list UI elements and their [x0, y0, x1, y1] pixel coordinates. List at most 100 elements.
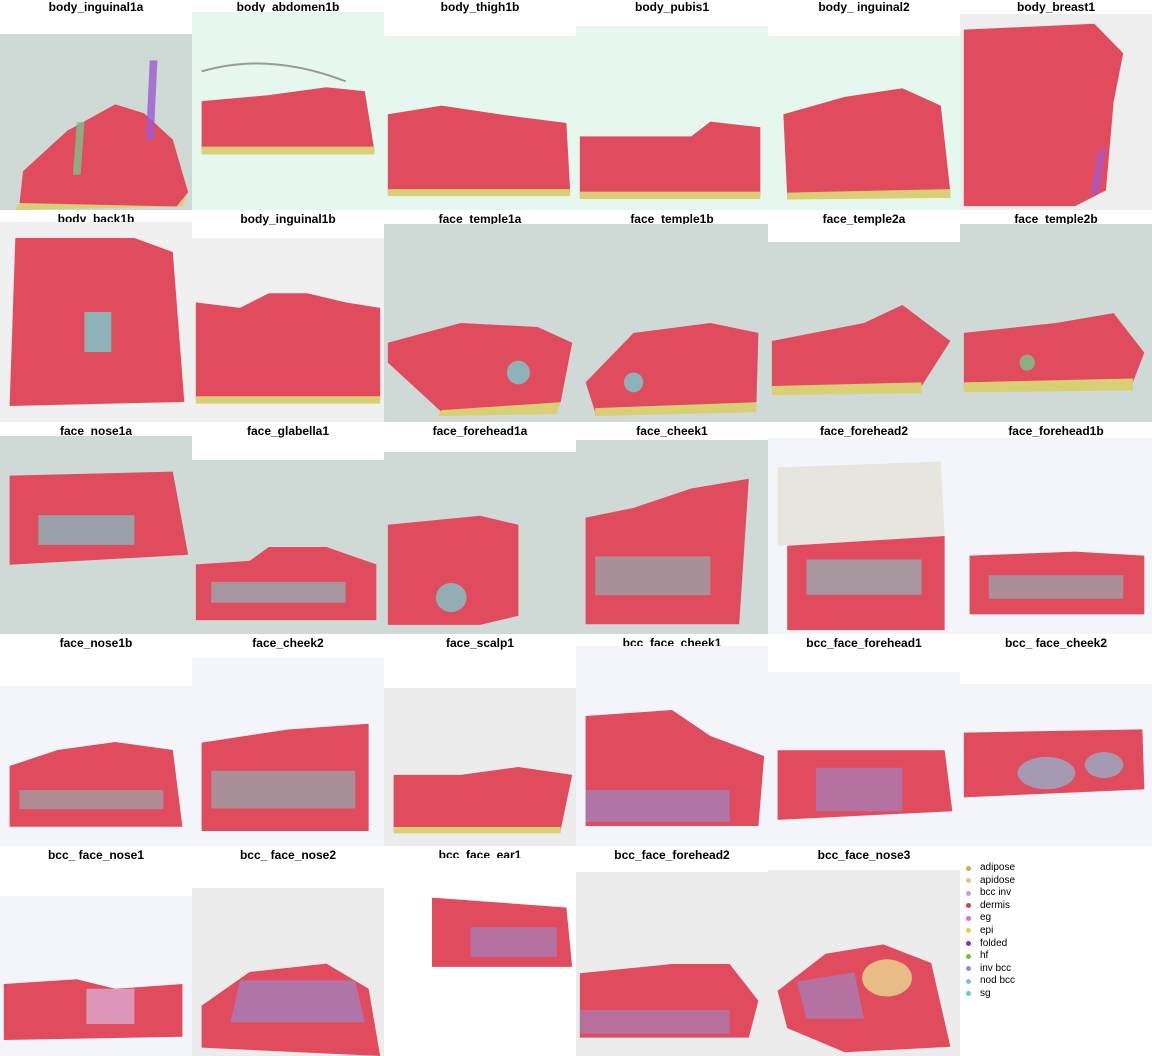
legend-item-nod-bcc: nod bcc	[962, 975, 1042, 988]
legend-item-apidose: apidose	[962, 875, 1042, 888]
legend-dot	[966, 903, 971, 909]
panel-body-breast1: body_breast1	[960, 0, 1152, 212]
tissue-image	[0, 896, 192, 1056]
tissue-image	[384, 224, 576, 422]
panel-title: body_abdomen1b	[236, 0, 340, 14]
legend-item-dermis: dermis	[962, 900, 1042, 913]
legend-item-eg: eg	[962, 912, 1042, 925]
panel-bcc-face-nose1: bcc_ face_nose1	[0, 848, 192, 1056]
panel-title: body_inguinal1a	[48, 0, 144, 14]
panel-title: bcc_face_forehead2	[614, 848, 730, 862]
tissue-image	[960, 14, 1152, 210]
legend-item-adipose: adipose	[962, 862, 1042, 875]
panel-face-temple1b: face_temple1b	[576, 212, 768, 424]
legend-label: nod bcc	[980, 975, 1016, 987]
tissue-image	[192, 238, 384, 422]
legend-item-inv-bcc: inv bcc	[962, 963, 1042, 976]
tissue-image	[0, 222, 192, 422]
panel-title: face_forehead1b	[1008, 424, 1104, 438]
legend-label: hf	[980, 950, 989, 962]
panel-title: bcc_ face_nose2	[239, 848, 337, 862]
panel-bcc-face-ear1: bcc_face_ear1	[384, 848, 576, 1056]
legend-item-folded: folded	[962, 938, 1042, 951]
tissue-image	[192, 658, 384, 846]
panel-title: face_glabella1	[246, 424, 330, 438]
panel-title: face_nose1a	[59, 424, 133, 438]
tissue-image	[768, 242, 960, 422]
panel-title: bcc_ face_cheek2	[1004, 636, 1108, 650]
tissue-image	[768, 672, 960, 846]
legend-label: dermis	[980, 899, 1011, 911]
tissue-image	[768, 438, 960, 634]
tissue-image	[384, 688, 576, 846]
panel-title: body_breast1	[1016, 0, 1096, 14]
panel-bcc-face-nose3: bcc_face_nose3	[768, 848, 960, 1056]
legend-label: sg	[980, 987, 991, 999]
legend-dot	[966, 941, 971, 947]
panel-bcc-face-cheek1: bcc_face_cheek1	[576, 636, 768, 848]
tissue-image	[0, 34, 192, 210]
panel-face-temple1a: face_temple1a	[384, 212, 576, 424]
tissue-image	[768, 870, 960, 1056]
panel-body-inguinal1a: body_inguinal1a	[0, 0, 192, 212]
panel-bcc-face-cheek2: bcc_ face_cheek2	[960, 636, 1152, 848]
panel-title: face_forehead2	[819, 424, 909, 438]
panel-face-glabella1: face_glabella1	[192, 424, 384, 636]
panel-title: bcc_face_nose3	[817, 848, 911, 862]
tissue-image	[384, 858, 576, 1056]
tissue-image	[960, 684, 1152, 846]
panel-face-forehead2: face_forehead2	[768, 424, 960, 636]
panel-face-temple2a: face_temple2a	[768, 212, 960, 424]
tissue-image	[576, 646, 768, 846]
legend-dot	[966, 890, 971, 896]
legend-label: bcc inv	[980, 887, 1012, 899]
panel-title: body_inguinal1b	[240, 212, 336, 226]
panel-body-inguinal1b: body_inguinal1b	[192, 212, 384, 424]
tissue-image	[0, 436, 192, 634]
panel-title: bcc_face_forehead1	[806, 636, 922, 650]
legend-dot	[966, 915, 971, 921]
tissue-image	[192, 12, 384, 210]
tissue-image	[0, 686, 192, 846]
panel-bcc-face-forehead2: bcc_face_forehead2	[576, 848, 768, 1056]
tissue-image	[960, 224, 1152, 422]
panel-face-scalp1: face_scalp1	[384, 636, 576, 848]
legend-dot	[966, 966, 971, 972]
legend-dot	[966, 865, 971, 871]
tissue-image	[576, 872, 768, 1056]
legend: adipose apidose bcc inv dermis eg epi fo…	[962, 862, 1042, 1001]
panel-title: face_temple2b	[1014, 212, 1098, 226]
legend-label: inv bcc	[980, 962, 1012, 974]
panel-title: face_scalp1	[445, 636, 515, 650]
legend-dot	[966, 978, 971, 984]
panel-title: face_temple1b	[630, 212, 714, 226]
panel-face-temple2b: face_temple2b	[960, 212, 1152, 424]
tissue-image	[384, 452, 576, 634]
panel-face-cheek1: face_cheek1	[576, 424, 768, 636]
legend-item-hf: hf	[962, 950, 1042, 963]
panel-body-abdomen1b: body_abdomen1b	[192, 0, 384, 212]
panel-bcc-face-forehead1: bcc_face_forehead1	[768, 636, 960, 848]
legend-dot	[966, 928, 971, 934]
legend-label: adipose	[980, 862, 1016, 873]
panel-body-thigh1b: body_thigh1b	[384, 0, 576, 212]
panel-body-inguinal2: body_ inguinal2	[768, 0, 960, 212]
panel-face-nose1b: face_nose1b	[0, 636, 192, 848]
panel-face-forehead1a: face_forehead1a	[384, 424, 576, 636]
panel-title: body_pubis1	[634, 0, 709, 14]
legend-label: folded	[980, 937, 1008, 949]
panel-face-nose1a: face_nose1a	[0, 424, 192, 636]
panel-title: face_nose1b	[59, 636, 133, 650]
tissue-image	[576, 224, 768, 422]
tissue-image	[384, 36, 576, 210]
legend-item-epi: epi	[962, 925, 1042, 938]
legend-label: apidose	[980, 874, 1016, 886]
panel-title: body_ inguinal2	[818, 0, 910, 14]
legend-label: epi	[980, 924, 994, 936]
tissue-image	[192, 888, 384, 1056]
tissue-image	[768, 36, 960, 210]
panel-body-pubis1: body_pubis1	[576, 0, 768, 212]
panel-title: body_thigh1b	[440, 0, 520, 14]
legend-dot	[966, 953, 971, 959]
panel-bcc-face-nose2: bcc_ face_nose2	[192, 848, 384, 1056]
